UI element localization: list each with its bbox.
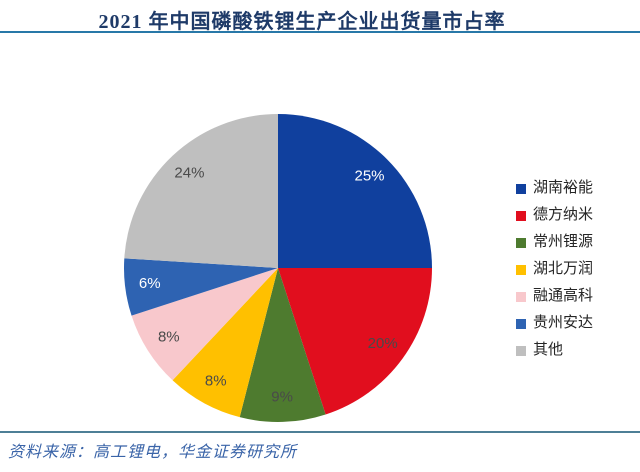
legend-label: 湖北万润 [533, 261, 594, 277]
legend-swatch-icon [516, 237, 526, 248]
legend-label: 湖南裕能 [533, 180, 594, 196]
legend-swatch-icon [516, 264, 526, 275]
legend-label: 其他 [533, 342, 564, 358]
chart-area: 25% 20% 9% 8% 8% 6% 24% 湖南裕能德方纳米常州锂源湖北万润融通高科贵州… [0, 33, 640, 431]
legend-item: 湖北万润 [516, 256, 593, 283]
legend-swatch-icon [516, 345, 526, 356]
pie-slice-5 [131, 268, 278, 381]
legend-item: 贵州安达 [516, 310, 593, 337]
legend-item: 常州锂源 [516, 229, 593, 256]
pie-slice-label: 25% [354, 167, 384, 184]
pie-slice-label: 8% [158, 328, 180, 345]
legend-item: 德方纳米 [516, 202, 593, 229]
pie-slice-label: 6% [139, 275, 161, 292]
legend-swatch-icon [516, 210, 526, 221]
legend-label: 贵州安达 [533, 315, 594, 331]
pie-slice-3 [239, 268, 326, 422]
chart-legend: 湖南裕能德方纳米常州锂源湖北万润融通高科贵州安达其他 [516, 175, 593, 364]
pie-slice-label: 8% [205, 372, 227, 389]
legend-label: 德方纳米 [533, 207, 594, 223]
pie-slice-label: 24% [174, 165, 204, 182]
pie-slice-7 [124, 113, 278, 268]
legend-swatch-icon [516, 291, 526, 302]
pie-slice-6 [123, 258, 278, 316]
header-divider [0, 31, 640, 33]
footer-divider [0, 431, 640, 433]
pie-slice-2 [278, 268, 432, 415]
pie-chart: 25% 20% 9% 8% 8% 6% 24% [123, 113, 432, 422]
figure-header: 2021 年中国磷酸铁锂生产企业出货量市占率 [0, 0, 640, 33]
legend-item: 湖南裕能 [516, 175, 593, 202]
pie-slice-label: 20% [368, 335, 398, 352]
legend-label: 常州锂源 [533, 234, 594, 250]
pie-slice-4 [172, 268, 278, 418]
legend-item: 融通高科 [516, 283, 593, 310]
legend-item: 其他 [516, 337, 593, 364]
chart-title: 2021 年中国磷酸铁锂生产企业出货量市占率 [98, 11, 506, 33]
source-note: 资料来源：高工锂电，华金证券研究所 [8, 444, 298, 461]
pie-slice-1 [278, 114, 432, 268]
legend-swatch-icon [516, 318, 526, 329]
legend-swatch-icon [516, 183, 526, 194]
pie-slice-label: 9% [271, 388, 293, 405]
legend-label: 融通高科 [533, 288, 594, 304]
